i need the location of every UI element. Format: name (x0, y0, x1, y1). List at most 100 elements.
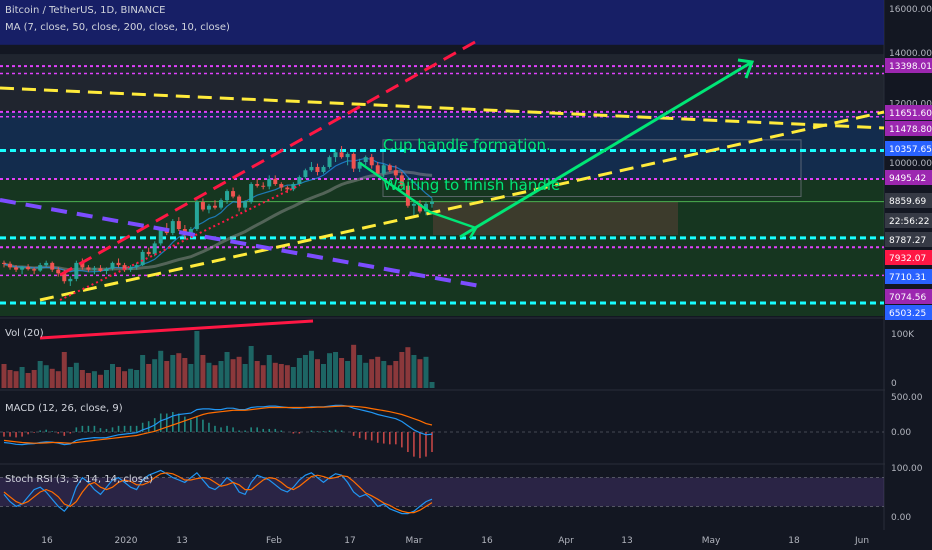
candle-body (339, 152, 344, 158)
volume-bar (85, 373, 91, 388)
price-label-bg (885, 232, 932, 247)
waiting-handle-annotation[interactable]: Waiting to finish handle (383, 176, 560, 194)
candle-body (134, 265, 139, 267)
price-label-bg (885, 170, 932, 185)
candle-body (387, 165, 392, 171)
candle (212, 200, 217, 210)
candle (351, 152, 356, 172)
candle (20, 266, 25, 275)
price-label-text: 7710.31 (889, 273, 926, 283)
candle-body (255, 184, 260, 186)
candle (243, 200, 248, 212)
candle (32, 267, 37, 275)
projection-arrow-head (737, 58, 755, 79)
volume-bar (369, 359, 375, 388)
volume-bar (91, 371, 97, 388)
candle-body (351, 153, 356, 169)
volume-bar (278, 364, 284, 388)
volume-pane (1, 331, 435, 388)
volume-axis-tick: 0 (891, 379, 897, 389)
candle (206, 203, 211, 214)
candle (50, 261, 55, 272)
volume-bar (55, 371, 61, 388)
volume-bar (7, 370, 13, 388)
volume-bar (116, 367, 122, 388)
volume-bar (399, 352, 405, 388)
candle (176, 217, 181, 232)
volume-bar (31, 370, 37, 388)
candle-body (381, 165, 386, 174)
volume-bar (110, 364, 116, 388)
candle-body (393, 170, 398, 176)
candle (369, 153, 374, 169)
symbol-title[interactable]: Bitcoin / TetherUS, 1D, BINANCE (5, 5, 166, 16)
cup-handle-annotation[interactable]: Cup handle formation. (383, 136, 551, 154)
price-label: 7710.31 (885, 269, 932, 284)
candle (393, 165, 398, 179)
price-axis[interactable]: 16000.00 14000.00 12000.00 10000.00 13398.01… (885, 0, 932, 530)
price-label: 7074.56 (885, 289, 932, 304)
candle (44, 260, 49, 268)
stoch-rsi-label[interactable]: Stoch RSI (3, 3, 14, 14, close) (5, 474, 153, 485)
candle-body (327, 157, 332, 167)
candle-body (315, 166, 320, 172)
macd-signal-line (3, 405, 433, 444)
volume-bar (67, 367, 73, 388)
candle-body (32, 269, 37, 271)
candle-body (80, 262, 85, 268)
price-axis-tick: 14000.00 (889, 49, 932, 59)
candle-body (74, 262, 79, 279)
candle-body (285, 187, 290, 190)
time-axis[interactable]: 16 2020 13 Feb 17 Mar 16 Apr 13 May 18 Jun (0, 530, 932, 550)
volume-bar (224, 352, 230, 388)
candle-body (92, 268, 97, 270)
candlesticks[interactable] (2, 146, 434, 286)
volume-bar (230, 359, 236, 388)
volume-label[interactable]: Vol (20) (5, 328, 44, 339)
candle-body (14, 267, 19, 270)
volume-bar (411, 355, 417, 388)
price-label: 10357.65 (885, 141, 932, 156)
candle-body (128, 266, 133, 270)
candle (357, 158, 362, 172)
candle (327, 155, 332, 169)
purple-trend-line (0, 198, 481, 288)
stoch-d-line (3, 472, 433, 514)
price-label-bg (885, 269, 932, 284)
trend-drawings[interactable] (0, 40, 885, 340)
price-label-text: 11478.80 (889, 125, 932, 135)
price-label: 11478.80 (885, 121, 932, 136)
volume-bar (248, 346, 254, 388)
price-label-bg (885, 289, 932, 304)
volume-bar (357, 355, 363, 388)
ma-indicator-label[interactable]: MA (7, close, 50, close, 200, close, 10,… (5, 22, 230, 33)
volume-trend-line (39, 319, 314, 340)
candle-body (225, 191, 230, 201)
volume-bar (429, 382, 435, 388)
volume-bar (134, 370, 140, 388)
candle-body (200, 202, 205, 210)
time-axis-tick: 16 (41, 536, 53, 546)
volume-bar (381, 361, 387, 388)
candle (140, 249, 145, 267)
candle (68, 276, 73, 286)
candle-body (68, 278, 73, 282)
candle-body (363, 157, 368, 162)
volume-bar (182, 358, 188, 388)
candle (26, 264, 31, 271)
volume-bar (417, 359, 423, 388)
time-axis-tick: 18 (788, 536, 800, 546)
candle-body (267, 178, 272, 187)
candle (56, 266, 61, 277)
volume-bar (164, 361, 170, 388)
horizontal-levels[interactable] (0, 65, 884, 305)
candle-body (309, 166, 314, 171)
price-label-bg (885, 58, 932, 73)
candle-body (98, 268, 103, 272)
price-axis-tick: 10000.00 (889, 159, 932, 169)
candle (2, 260, 6, 268)
time-axis-tick: 13 (621, 536, 632, 546)
macd-label[interactable]: MACD (12, 26, close, 9) (5, 403, 123, 414)
ascending-support-line (39, 110, 885, 302)
